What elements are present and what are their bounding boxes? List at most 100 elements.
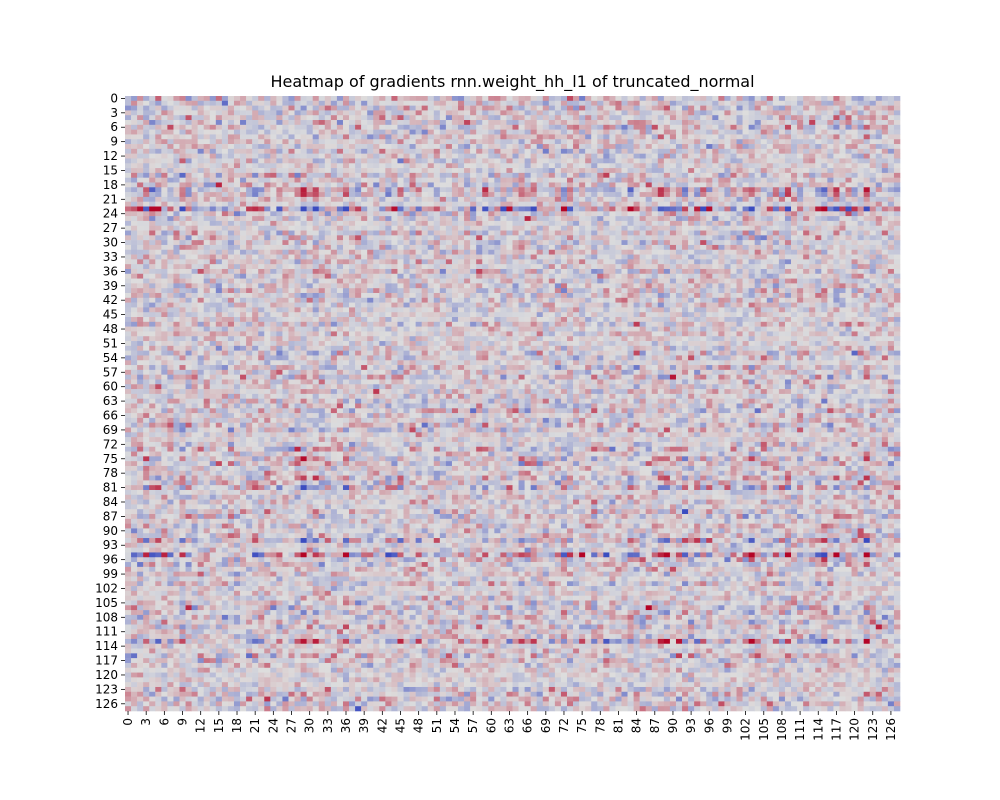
heatmap-cell bbox=[778, 278, 786, 284]
heatmap-cell bbox=[361, 100, 368, 106]
heatmap-cell bbox=[803, 163, 810, 169]
heatmap-cell bbox=[367, 240, 374, 246]
heatmap-cell bbox=[155, 172, 162, 178]
heatmap-cell bbox=[863, 100, 871, 106]
heatmap-cell bbox=[227, 225, 235, 231]
heatmap-cell bbox=[675, 278, 683, 284]
heatmap-cell bbox=[718, 163, 725, 169]
heatmap-cell bbox=[827, 172, 834, 178]
heatmap-cell bbox=[869, 264, 877, 270]
heatmap-cell bbox=[579, 172, 586, 178]
heatmap-cell bbox=[149, 283, 156, 289]
heatmap-cell bbox=[591, 144, 598, 150]
heatmap-cell bbox=[330, 172, 338, 178]
heatmap-cell bbox=[809, 115, 816, 121]
heatmap-cell bbox=[373, 139, 380, 145]
heatmap-cell bbox=[609, 206, 616, 212]
heatmap-cell bbox=[464, 139, 471, 145]
heatmap-cell bbox=[215, 244, 223, 251]
heatmap-cell bbox=[173, 196, 180, 202]
heatmap-cell bbox=[173, 206, 180, 212]
heatmap-cell bbox=[458, 153, 465, 159]
heatmap-cell bbox=[845, 100, 852, 106]
heatmap-cell bbox=[778, 120, 786, 126]
heatmap-cell bbox=[633, 254, 640, 260]
heatmap-cell bbox=[778, 105, 786, 111]
heatmap-cell bbox=[470, 264, 477, 270]
heatmap-cell bbox=[342, 259, 350, 265]
heatmap-cell bbox=[209, 105, 217, 111]
heatmap-cell bbox=[742, 192, 749, 198]
heatmap-cell bbox=[851, 225, 858, 231]
heatmap-cell bbox=[161, 196, 168, 202]
heatmap-cell bbox=[766, 110, 774, 116]
heatmap-cell bbox=[518, 216, 525, 222]
heatmap-cell bbox=[524, 134, 531, 140]
heatmap-cell bbox=[791, 158, 798, 164]
heatmap-cell bbox=[706, 216, 713, 222]
heatmap-cell bbox=[657, 153, 665, 159]
heatmap-cell bbox=[270, 96, 277, 102]
heatmap-cell bbox=[421, 220, 429, 227]
heatmap-cell bbox=[566, 206, 574, 212]
heatmap-cell bbox=[312, 211, 320, 217]
heatmap-cell bbox=[276, 254, 283, 260]
heatmap-cell bbox=[318, 235, 326, 241]
heatmap-cell bbox=[651, 220, 659, 227]
heatmap-cell bbox=[439, 100, 447, 106]
heatmap-cell bbox=[330, 129, 338, 135]
heatmap-cell bbox=[421, 235, 429, 241]
heatmap-cell bbox=[778, 244, 786, 251]
heatmap-cell bbox=[827, 230, 834, 236]
heatmap-cell bbox=[221, 225, 229, 231]
heatmap-cell bbox=[736, 148, 743, 154]
heatmap-cell bbox=[125, 139, 132, 145]
heatmap-cell bbox=[621, 249, 628, 255]
heatmap-cell bbox=[324, 148, 332, 154]
heatmap-cell bbox=[809, 268, 816, 275]
heatmap-cell bbox=[458, 259, 465, 265]
heatmap-cell bbox=[833, 105, 840, 111]
heatmap-cell bbox=[579, 249, 586, 255]
heatmap-cell bbox=[294, 105, 301, 111]
heatmap-cell bbox=[566, 182, 574, 188]
heatmap-cell bbox=[766, 163, 774, 169]
heatmap-cell bbox=[361, 235, 368, 241]
heatmap-cell bbox=[893, 216, 901, 222]
heatmap-cell bbox=[651, 196, 659, 202]
heatmap-cell bbox=[397, 206, 404, 212]
heatmap-cell bbox=[227, 172, 235, 178]
heatmap-cell bbox=[415, 129, 422, 135]
heatmap-cell bbox=[125, 196, 132, 202]
heatmap-cell bbox=[355, 187, 362, 193]
heatmap-cell bbox=[149, 172, 156, 178]
heatmap-cell bbox=[185, 244, 192, 251]
heatmap-cell bbox=[349, 225, 356, 231]
heatmap-cell bbox=[766, 259, 774, 265]
heatmap-cell bbox=[264, 268, 271, 275]
heatmap-cell bbox=[688, 96, 695, 102]
heatmap-cell bbox=[718, 235, 725, 241]
heatmap-cell bbox=[591, 115, 598, 121]
heatmap-cell bbox=[554, 244, 562, 251]
heatmap-cell bbox=[330, 115, 338, 121]
heatmap-cell bbox=[518, 168, 525, 174]
heatmap-cell bbox=[137, 100, 144, 106]
heatmap-cell bbox=[657, 211, 665, 217]
heatmap-cell bbox=[603, 225, 610, 231]
heatmap-cell bbox=[675, 225, 683, 231]
heatmap-cell bbox=[252, 120, 259, 126]
heatmap-cell bbox=[161, 192, 168, 198]
heatmap-cell bbox=[603, 206, 610, 212]
heatmap-cell bbox=[252, 235, 259, 241]
heatmap-cell bbox=[803, 235, 810, 241]
heatmap-cell bbox=[645, 225, 653, 231]
heatmap-cell bbox=[881, 105, 889, 111]
heatmap-cell bbox=[857, 273, 864, 279]
heatmap-cell bbox=[264, 216, 271, 222]
heatmap-cell bbox=[651, 134, 659, 140]
heatmap-cell bbox=[355, 182, 362, 188]
heatmap-cell bbox=[736, 264, 743, 270]
heatmap-cell bbox=[542, 225, 550, 231]
heatmap-cell bbox=[893, 225, 901, 231]
